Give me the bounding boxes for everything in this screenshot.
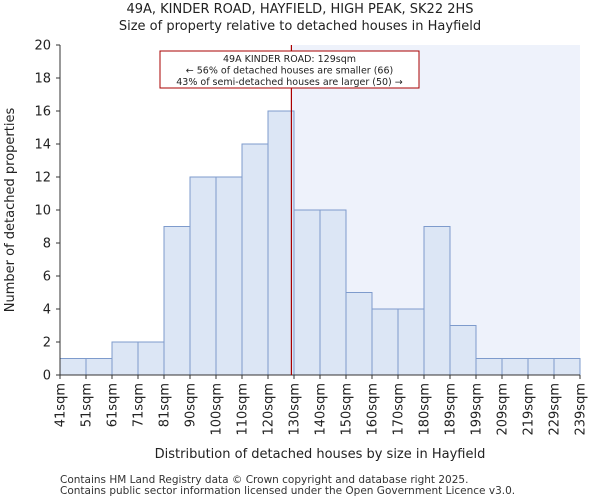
x-tick-label: 61sqm [106,383,121,427]
footer-line-2: Contains public sector information licen… [60,485,516,497]
bar [59,358,87,376]
bar [215,176,243,376]
bar [85,358,113,376]
x-tick-label: 180sqm [418,383,433,436]
bar [397,308,425,376]
bar [527,358,555,376]
bar [475,358,503,376]
bar [267,110,295,376]
bar [345,292,373,376]
y-tick-label: 2 [43,336,51,351]
y-tick-label: 10 [34,204,51,219]
x-tick-label: 160sqm [366,383,381,436]
x-tick-label: 100sqm [210,383,225,436]
x-tick-label: 150sqm [340,383,355,436]
x-tick-label: 229sqm [548,383,563,436]
annotation-line-2: ← 56% of detached houses are smaller (66… [186,66,393,77]
bar [553,358,581,376]
bar [137,341,165,376]
bar [371,308,399,376]
bar [189,176,217,376]
x-tick-label: 90sqm [184,383,199,427]
x-tick-label: 81sqm [158,383,173,427]
y-tick-label: 6 [43,270,51,285]
x-tick-label: 239sqm [574,383,589,436]
x-tick-label: 170sqm [392,383,407,436]
chart-subtitle: Size of property relative to detached ho… [118,19,482,34]
x-tick-label: 199sqm [470,383,485,436]
bar [423,226,451,376]
x-tick-label: 51sqm [80,383,95,427]
x-tick-label: 41sqm [54,383,69,427]
chart-title: 49A, KINDER ROAD, HAYFIELD, HIGH PEAK, S… [126,2,474,17]
bar [293,209,321,376]
bar [111,341,139,376]
y-tick-label: 0 [43,369,51,384]
annotation-line-1: 49A KINDER ROAD: 129sqm [223,54,356,65]
footer-line-1: Contains HM Land Registry data © Crown c… [60,474,469,486]
x-axis-label: Distribution of detached houses by size … [155,447,486,462]
x-tick-label: 130sqm [288,383,303,436]
y-tick-label: 12 [34,171,51,186]
bar [501,358,529,376]
bar [319,209,347,376]
y-tick-label: 4 [43,303,51,318]
y-tick-label: 16 [34,105,51,120]
y-tick-label: 14 [34,138,51,153]
annotation-line-3: 43% of semi-detached houses are larger (… [176,77,403,88]
x-tick-label: 140sqm [314,383,329,436]
x-tick-label: 71sqm [132,383,147,427]
annotation-box [159,50,420,89]
bar [449,325,477,376]
bar [241,143,269,376]
y-tick-label: 20 [34,39,51,54]
y-axis-label: Number of detached properties [3,108,18,313]
x-tick-label: 110sqm [236,383,251,436]
x-tick-label: 209sqm [496,383,511,436]
bar [163,226,191,376]
x-tick-label: 219sqm [522,383,537,436]
x-tick-label: 120sqm [262,383,277,436]
x-tick-label: 189sqm [444,383,459,436]
y-tick-label: 18 [34,72,51,87]
y-tick-label: 8 [43,237,51,252]
